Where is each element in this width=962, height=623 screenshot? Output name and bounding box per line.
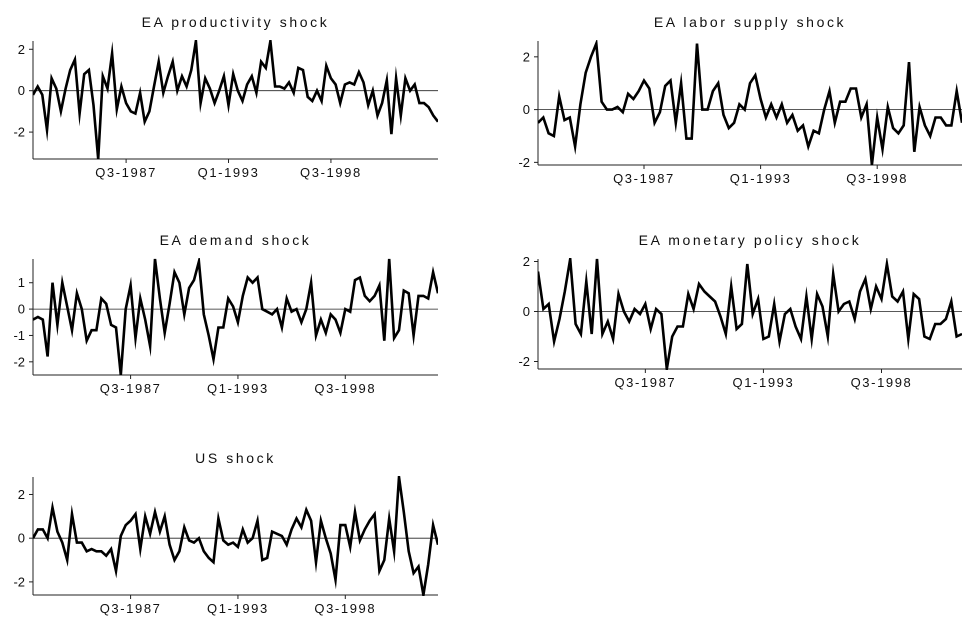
chart-data-0-series-line bbox=[33, 40, 438, 160]
y-tick-label: 0 bbox=[18, 531, 25, 546]
y-tick-label: 2 bbox=[18, 487, 25, 502]
x-tick-label: Q1-1993 bbox=[730, 171, 792, 186]
y-tick-label: -2 bbox=[13, 354, 25, 369]
y-tick-label: 2 bbox=[18, 42, 25, 57]
y-tick-label: 2 bbox=[523, 254, 530, 269]
chart-data-1-series-line bbox=[538, 40, 962, 166]
x-tick-label: Q1-1993 bbox=[207, 381, 269, 396]
y-tick-label: 0 bbox=[523, 304, 530, 319]
chart-title: EA monetary policy shock bbox=[639, 232, 862, 248]
panel-monetary-policy: EA monetary policy shock -2 0 2 Q3-1987 Q1-19… bbox=[518, 232, 962, 390]
chart-title: EA demand shock bbox=[160, 232, 312, 248]
x-tick-label: Q3-1987 bbox=[613, 171, 675, 186]
y-tick-label: -2 bbox=[13, 125, 25, 140]
chart-title: EA labor supply shock bbox=[654, 14, 846, 30]
x-tick-label: Q3-1998 bbox=[314, 601, 376, 616]
panel-us: US shock -2 0 2 Q3-1987 Q1-1993 Q3-1998 bbox=[13, 450, 438, 616]
chart-title: US shock bbox=[195, 450, 276, 466]
chart-data-2-series-line bbox=[33, 258, 438, 376]
x-tick-label: Q3-1987 bbox=[100, 381, 162, 396]
chart-data-3-series-line bbox=[538, 258, 962, 370]
chart-title: EA productivity shock bbox=[142, 14, 330, 30]
chart-data-4-series-line bbox=[33, 476, 438, 596]
x-tick-label: Q3-1998 bbox=[851, 375, 913, 390]
x-tick-label: Q3-1998 bbox=[300, 165, 362, 180]
x-tick-label: Q3-1987 bbox=[95, 165, 157, 180]
panel-productivity: EA productivity shock -2 0 2 Q3-1987 Q1-1993 Q… bbox=[13, 14, 438, 180]
y-tick-label: -2 bbox=[518, 155, 530, 170]
x-tick-label: Q3-1987 bbox=[614, 375, 676, 390]
y-tick-label: -1 bbox=[13, 328, 25, 343]
x-tick-label: Q3-1998 bbox=[846, 171, 908, 186]
panel-demand: EA demand shock -2 -1 0 1 Q3-1987 Q1-1993 Q3-19… bbox=[13, 232, 438, 396]
y-tick-label: 2 bbox=[523, 49, 530, 64]
x-tick-label: Q3-1987 bbox=[100, 601, 162, 616]
y-tick-label: -2 bbox=[13, 574, 25, 589]
y-tick-label: -2 bbox=[518, 354, 530, 369]
x-tick-label: Q1-1993 bbox=[733, 375, 795, 390]
y-tick-label: 0 bbox=[523, 102, 530, 117]
y-tick-label: 0 bbox=[18, 302, 25, 317]
panel-labor-supply: EA labor supply shock -2 0 2 Q3-1987 Q1-1993 Q… bbox=[518, 14, 962, 186]
x-tick-label: Q3-1998 bbox=[314, 381, 376, 396]
y-tick-label: 0 bbox=[18, 83, 25, 98]
x-tick-label: Q1-1993 bbox=[198, 165, 260, 180]
y-tick-label: 1 bbox=[18, 275, 25, 290]
x-tick-label: Q1-1993 bbox=[207, 601, 269, 616]
